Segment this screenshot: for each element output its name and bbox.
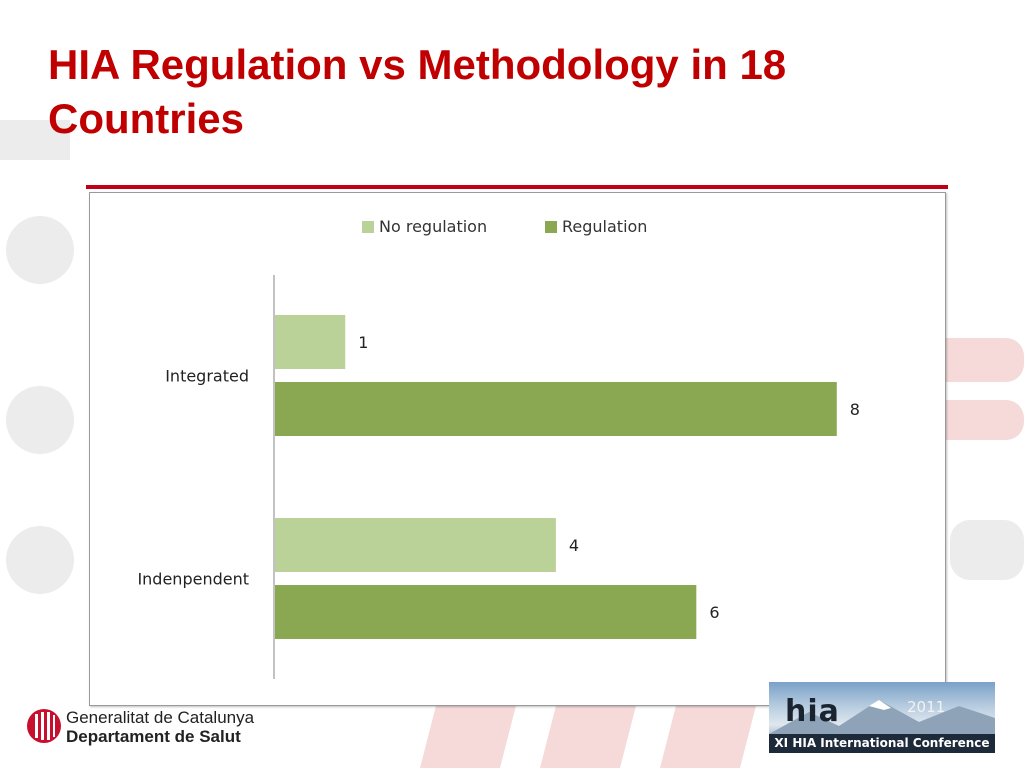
legend-label: No regulation (379, 217, 487, 236)
conference-year: 2011 (907, 698, 946, 716)
data-label: 6 (709, 603, 719, 622)
data-label: 1 (358, 333, 368, 352)
conference-badge: hia 2011 XI HIA International Conference (769, 682, 995, 753)
conference-name: XI HIA International Conference (769, 734, 995, 753)
department-name: Departament de Salut (66, 727, 241, 746)
chart-container: No regulation Regulation 1 8 Integrated 4 6 In… (89, 192, 946, 706)
bar (275, 585, 697, 639)
bar-chart: No regulation Regulation 1 8 Integrated 4 6 In… (137, 217, 860, 679)
bar (275, 518, 556, 572)
data-label: 4 (569, 536, 579, 555)
org-name: Generalitat de Catalunya (66, 708, 255, 727)
legend-swatch (362, 221, 374, 233)
bar (275, 315, 346, 369)
catalan-flag-icon (27, 709, 61, 743)
bar (275, 382, 837, 436)
mountains-icon (769, 700, 995, 734)
category-label: Integrated (165, 367, 249, 386)
legend-swatch (545, 221, 557, 233)
slide-title: HIA Regulation vs Methodology in 18 Coun… (48, 41, 787, 142)
chart-bars: 1 8 Integrated 4 6 Indenpendent (137, 315, 860, 639)
category-label: Indenpendent (137, 570, 249, 589)
data-label: 8 (850, 400, 860, 419)
legend-label: Regulation (562, 217, 647, 236)
title-underline (86, 185, 948, 189)
conference-logo: hia (785, 694, 840, 729)
chart-legend: No regulation Regulation (362, 217, 647, 236)
